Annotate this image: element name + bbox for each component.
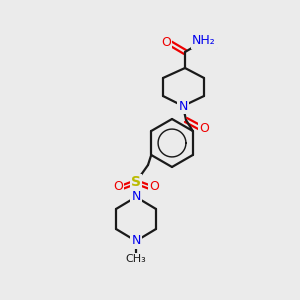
Text: N: N	[178, 100, 188, 112]
Text: S: S	[131, 175, 141, 189]
Text: NH₂: NH₂	[192, 34, 216, 47]
Text: CH₃: CH₃	[126, 254, 146, 264]
Text: O: O	[149, 181, 159, 194]
Text: O: O	[161, 35, 171, 49]
Text: O: O	[199, 122, 209, 134]
Text: N: N	[131, 190, 141, 203]
Text: O: O	[113, 181, 123, 194]
Text: N: N	[131, 235, 141, 248]
